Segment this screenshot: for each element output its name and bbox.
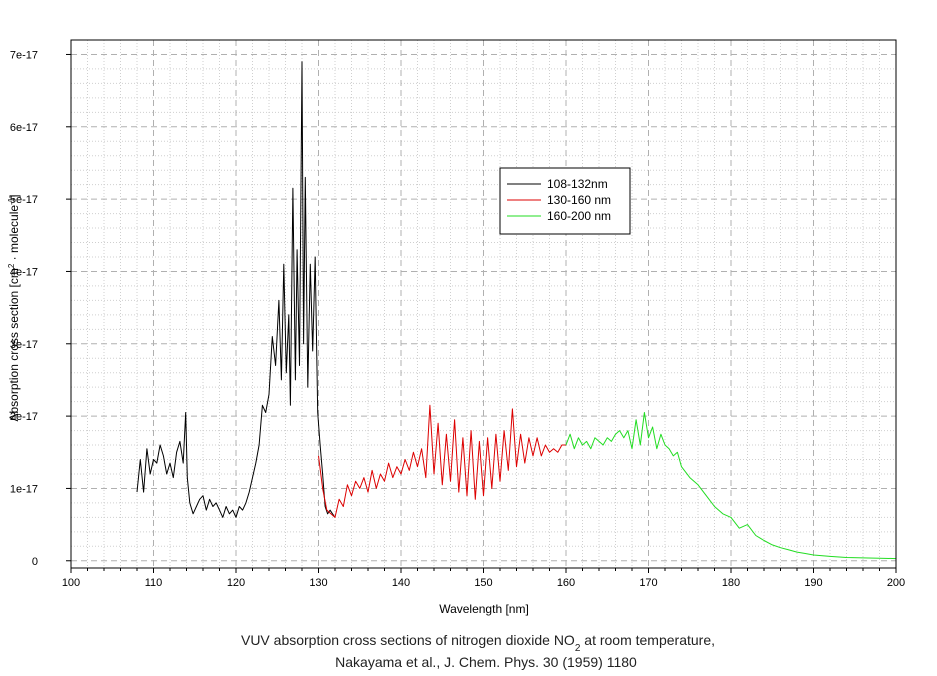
x-tick-label: 100	[62, 577, 80, 589]
x-axis: 100 110 120 130 140 150 160 170 180 190 200	[62, 568, 905, 589]
x-tick-label: 190	[804, 577, 822, 589]
y-axis-title-middle: · molecule	[7, 205, 21, 264]
y-tick-label: 1e-17	[10, 483, 38, 495]
x-tick-label: 150	[474, 577, 492, 589]
y-axis: 0 1e-17 2e-17 3e-17 4e-17 5e-17 6e-17 7e-17	[10, 49, 71, 568]
y-tick-label: 4e-17	[10, 266, 38, 278]
x-tick-label: 110	[145, 577, 163, 589]
y-axis-title-prefix: Absorption cross section [cm	[7, 268, 21, 421]
legend-label-1: 108-132nm	[547, 177, 608, 191]
series-layer	[136, 61, 897, 560]
series-line-1	[136, 61, 336, 518]
legend: 108-132nm 130-160 nm 160-200 nm	[499, 167, 631, 235]
y-axis-title-sup2: -1	[7, 197, 16, 205]
legend-label-2: 130-160 nm	[547, 193, 611, 207]
x-tick-label: 140	[392, 577, 410, 589]
y-tick-label: 6e-17	[10, 122, 38, 134]
y-tick-label: 2e-17	[10, 411, 38, 423]
minor-grid	[71, 40, 896, 568]
legend-box	[499, 167, 631, 235]
caption-line-1: VUV absorption cross sections of nitroge…	[241, 632, 715, 654]
caption-line-1-prefix: VUV absorption cross sections of nitroge…	[241, 632, 575, 648]
x-axis-title: Wavelength [nm]	[439, 602, 529, 616]
y-axis-title: Absorption cross section [cm2 · molecule…	[7, 194, 22, 421]
x-tick-label: 130	[309, 577, 327, 589]
x-tick-label: 120	[227, 577, 245, 589]
x-tick-label: 200	[887, 577, 905, 589]
y-tick-label: 3e-17	[10, 339, 38, 351]
caption-line-2: Nakayama et al., J. Chem. Phys. 30 (1959…	[335, 654, 637, 670]
caption-subscript: 2	[575, 643, 581, 654]
caption-line-1-suffix: at room temperature,	[580, 632, 715, 648]
y-tick-label: 5e-17	[10, 194, 38, 206]
legend-label-3: 160-200 nm	[547, 209, 611, 223]
x-tick-label: 160	[557, 577, 575, 589]
major-grid	[70, 40, 897, 568]
y-axis-title-suffix: ]	[7, 194, 21, 197]
series-line-3	[565, 412, 897, 560]
y-tick-label: 7e-17	[10, 49, 38, 61]
y-tick-label: 0	[32, 556, 38, 568]
x-tick-label: 170	[639, 577, 657, 589]
y-axis-title-sup1: 2	[7, 263, 16, 268]
series-line-2	[318, 404, 566, 518]
x-tick-label: 180	[722, 577, 740, 589]
